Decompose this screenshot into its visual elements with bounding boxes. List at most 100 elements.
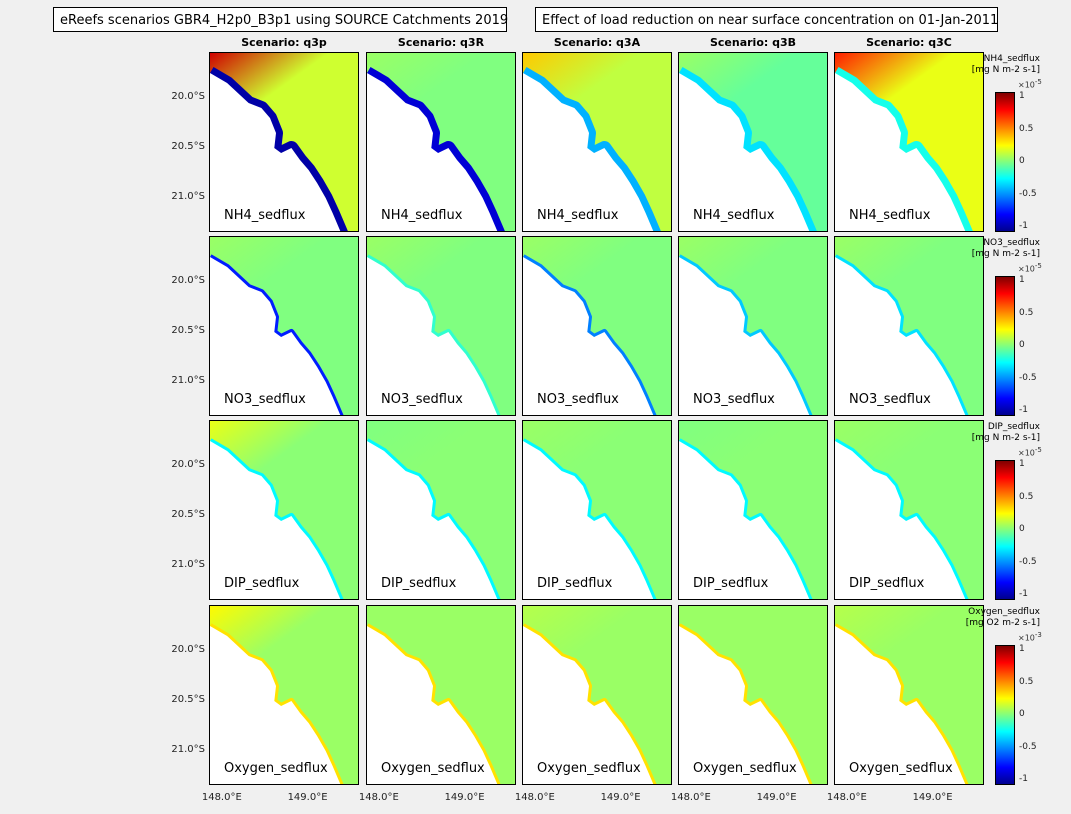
map-panel: NH4_sedflux (834, 52, 984, 232)
land-mask (679, 257, 810, 415)
map-svg (523, 237, 671, 415)
map-svg (835, 606, 983, 784)
map-panel: Oxygen_sedflux (522, 605, 672, 785)
land-mask (210, 73, 341, 231)
colorbar-title: Oxygen_sedflux (968, 607, 1040, 617)
colorbar-tick-label: -1 (1019, 589, 1028, 599)
map-panel: Oxygen_sedflux (834, 605, 984, 785)
land-mask (210, 441, 341, 599)
x-tick-label: 148.0°E (358, 792, 399, 803)
map-svg (367, 53, 515, 231)
colorbar-tick-label: -1 (1019, 774, 1028, 784)
x-tick-label: 149.0°E (756, 792, 797, 803)
panel-variable-label: Oxygen_sedflux (537, 761, 641, 776)
colorbar-tick-label: 1 (1019, 91, 1025, 101)
colorbar-exponent-power: -3 (1034, 631, 1042, 639)
panel-variable-label: DIP_sedflux (537, 576, 613, 591)
map-panel: DIP_sedflux (366, 420, 516, 600)
colorbar (995, 645, 1015, 785)
colorbar-exponent: ×10-5 (1018, 78, 1042, 90)
land-mask (835, 257, 966, 415)
panel-variable-label: NO3_sedflux (537, 392, 619, 407)
colorbar-exponent-base: ×10 (1018, 80, 1035, 90)
map-panel: DIP_sedflux (678, 420, 828, 600)
colorbar-exponent-power: -5 (1034, 262, 1042, 270)
map-panel: Oxygen_sedflux (366, 605, 516, 785)
map-panel: NH4_sedflux (209, 52, 359, 232)
colorbar-title: NO3_sedflux (983, 238, 1040, 248)
land-mask (679, 441, 810, 599)
colorbar-exponent: ×10-3 (1018, 631, 1042, 643)
map-panel: NO3_sedflux (678, 236, 828, 416)
colorbar-tick-label: 1 (1019, 459, 1025, 469)
column-title: Scenario: q3B (709, 36, 797, 49)
map-svg (367, 606, 515, 784)
land-mask (367, 73, 498, 231)
map-panel: Oxygen_sedflux (209, 605, 359, 785)
column-title: Scenario: q3R (397, 36, 485, 49)
panel-variable-label: NH4_sedflux (849, 208, 931, 223)
land-mask (679, 73, 810, 231)
land-mask (367, 441, 498, 599)
map-panel: DIP_sedflux (209, 420, 359, 600)
x-tick-label: 148.0°E (201, 792, 242, 803)
panel-variable-label: DIP_sedflux (693, 576, 769, 591)
colorbar-tick-label: 0.5 (1019, 123, 1034, 134)
map-panel: NH4_sedflux (366, 52, 516, 232)
colorbar-tick-label: -1 (1019, 221, 1028, 231)
panel-variable-label: NH4_sedflux (381, 208, 463, 223)
y-tick-label: 20.0°S (171, 459, 205, 470)
map-panel: NH4_sedflux (522, 52, 672, 232)
map-svg (367, 421, 515, 599)
map-svg (679, 421, 827, 599)
colorbar-tick-label: 0 (1019, 156, 1025, 166)
colorbar-title: DIP_sedflux (987, 422, 1040, 432)
map-panel: NO3_sedflux (834, 236, 984, 416)
colorbar-exponent-base: ×10 (1018, 633, 1035, 643)
colorbar-tick-label: -0.5 (1019, 372, 1037, 383)
panel-variable-label: Oxygen_sedflux (381, 761, 485, 776)
panel-variable-label: DIP_sedflux (849, 576, 925, 591)
panel-variable-label: DIP_sedflux (381, 576, 457, 591)
map-panel: DIP_sedflux (522, 420, 672, 600)
map-svg (210, 606, 358, 784)
land-mask (523, 257, 654, 415)
map-panel: DIP_sedflux (834, 420, 984, 600)
panel-variable-label: NO3_sedflux (849, 392, 931, 407)
land-mask (835, 626, 966, 784)
y-tick-label: 20.5°S (171, 325, 205, 336)
y-tick-label: 20.0°S (171, 275, 205, 286)
map-panel: NH4_sedflux (678, 52, 828, 232)
colorbar-units: [mg N m-2 s-1] (971, 433, 1040, 443)
map-svg (835, 237, 983, 415)
map-panel: Oxygen_sedflux (678, 605, 828, 785)
colorbar-tick-label: 0 (1019, 709, 1025, 719)
panel-variable-label: NH4_sedflux (537, 208, 619, 223)
column-title: Scenario: q3A (553, 36, 641, 49)
column-title: Scenario: q3C (866, 36, 952, 49)
land-mask (835, 441, 966, 599)
panel-variable-label: NO3_sedflux (224, 392, 306, 407)
colorbar-units: [mg O2 m-2 s-1] (965, 618, 1040, 628)
colorbar (995, 460, 1015, 600)
land-mask (679, 626, 810, 784)
panel-variable-label: Oxygen_sedflux (693, 761, 797, 776)
figure-title: Effect of load reduction on near surface… (535, 7, 998, 32)
map-svg (367, 237, 515, 415)
map-svg (210, 421, 358, 599)
colorbar-exponent: ×10-5 (1018, 446, 1042, 458)
map-svg (210, 237, 358, 415)
map-panel: NO3_sedflux (522, 236, 672, 416)
map-svg (679, 606, 827, 784)
panel-variable-label: NH4_sedflux (693, 208, 775, 223)
panel-variable-label: Oxygen_sedflux (849, 761, 953, 776)
colorbar-tick-label: -0.5 (1019, 741, 1037, 752)
land-mask (523, 73, 654, 231)
map-svg (679, 53, 827, 231)
map-panel: NO3_sedflux (366, 236, 516, 416)
colorbar-tick-label: 0 (1019, 340, 1025, 350)
panel-variable-label: NH4_sedflux (224, 208, 306, 223)
panel-variable-label: Oxygen_sedflux (224, 761, 328, 776)
colorbar-tick-label: 0.5 (1019, 307, 1034, 318)
colorbar-tick-label: 0 (1019, 524, 1025, 534)
